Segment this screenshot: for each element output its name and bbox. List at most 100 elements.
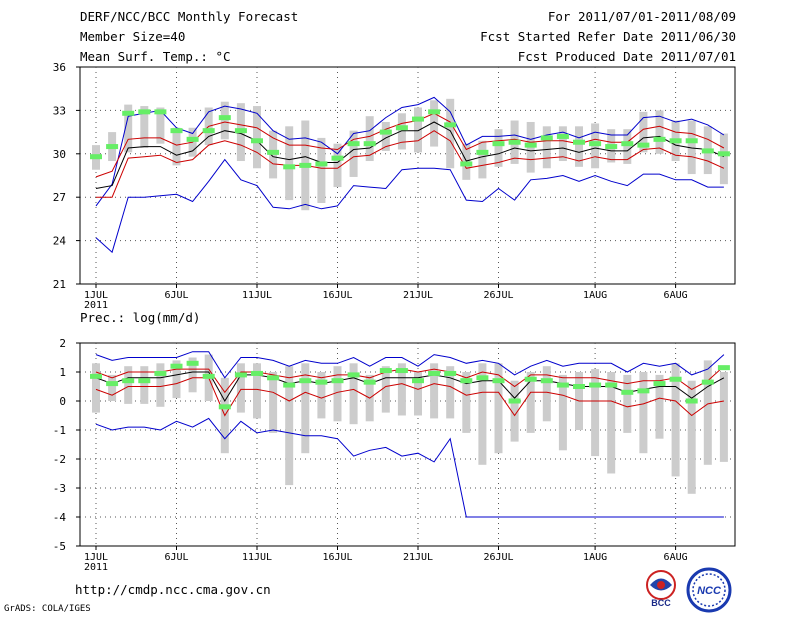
p1-range-box	[285, 126, 294, 201]
source-url[interactable]: http://cmdp.ncc.cma.gov.cn	[75, 582, 271, 597]
header-right: For 2011/07/01-2011/08/09 Fcst Started R…	[480, 8, 736, 68]
p2-range-box	[301, 363, 310, 454]
p2-obs-marker	[540, 378, 553, 384]
p2-obs-marker	[234, 372, 247, 378]
p2-range-box	[253, 363, 261, 419]
p2-range-box	[236, 363, 245, 413]
p2-y-tick-label: 1	[59, 366, 66, 379]
p1-range-box	[639, 111, 648, 153]
p1-range-box	[655, 110, 664, 154]
p2-obs-marker	[444, 370, 457, 376]
header-left: DERF/NCC/BCC Monthly Forecast Member Siz…	[80, 8, 298, 68]
p2-obs-marker	[283, 382, 296, 388]
p2-obs-marker	[90, 373, 102, 379]
p1-obs-marker	[589, 141, 602, 147]
p2-range-box	[510, 380, 519, 442]
p2-range-box	[156, 363, 165, 407]
p1-y-tick-label: 30	[53, 148, 66, 161]
p2-obs-marker	[218, 404, 231, 410]
p1-obs-marker	[218, 115, 231, 121]
p1-range-box	[446, 98, 455, 169]
p2-obs-marker	[717, 365, 730, 371]
p2-y-tick-label: -3	[53, 482, 66, 495]
p1-obs-marker	[637, 142, 650, 148]
p1-range-box	[220, 101, 229, 140]
p2-obs-marker	[395, 368, 408, 374]
p2-x-tick-label: 11JUL	[242, 552, 272, 563]
p1-range-box	[623, 129, 632, 164]
p2-y-tick-label: -4	[53, 511, 67, 524]
p1-x-tick-label: 21JUL	[403, 290, 433, 301]
p2-x-tick-label: 26JUL	[483, 552, 513, 563]
p2-range-box	[478, 363, 487, 465]
p1-range-box	[156, 107, 165, 144]
p1-obs-marker	[540, 135, 553, 141]
p1-obs-marker	[476, 149, 489, 155]
p2-obs-marker	[685, 398, 698, 404]
p2-plot-frame	[79, 342, 736, 547]
p2-obs-marker	[363, 379, 376, 385]
p2-obs-marker	[605, 382, 618, 388]
p2-obs-marker	[106, 381, 119, 387]
p1-range-box	[575, 126, 583, 167]
p1-obs-marker	[122, 110, 135, 116]
ncc-logo: NCC	[686, 567, 732, 613]
p1-range-box	[430, 100, 439, 147]
p2-range-box	[446, 366, 455, 419]
p2-obs-marker	[524, 376, 537, 382]
ncc-logo-text: NCC	[697, 585, 722, 597]
p1-x-tick-label: 1AUG	[583, 290, 607, 301]
p2-obs-marker	[428, 370, 441, 376]
p2-series-max	[95, 351, 725, 379]
p1-obs-marker	[412, 116, 424, 122]
p2-range-box	[140, 366, 149, 404]
p1-range-box	[349, 130, 358, 177]
p2-range-box	[591, 369, 600, 457]
p2-range-box	[655, 374, 664, 439]
p2-obs-marker	[347, 372, 360, 378]
p2-obs-marker	[621, 389, 634, 395]
p2-range-box	[285, 366, 294, 486]
p2-range-box	[542, 366, 551, 422]
p1-obs-marker	[717, 151, 730, 157]
p1-range-box	[317, 137, 326, 203]
p2-obs-marker	[653, 381, 666, 387]
p2-x-tick-label: 21JUL	[403, 552, 433, 563]
p2-range-box	[462, 372, 471, 433]
p2-range-box	[719, 372, 728, 462]
p2-obs-marker	[476, 375, 489, 381]
p2-range-box	[494, 363, 503, 454]
p2-range-box	[333, 366, 342, 422]
member-size: Member Size=40	[80, 29, 186, 44]
p1-obs-marker	[347, 141, 360, 147]
forecast-started: Fcst Started Refer Date 2011/06/30	[480, 29, 736, 44]
p1-obs-marker	[299, 162, 312, 168]
p1-obs-marker	[283, 164, 296, 170]
p2-x-tick-label: 1JUL	[84, 552, 108, 563]
p1-y-tick-label: 36	[53, 61, 66, 74]
p1-range-box	[333, 143, 342, 188]
p2-obs-marker	[701, 379, 714, 385]
p1-obs-marker	[395, 125, 408, 131]
p2-obs-marker	[573, 384, 585, 389]
p1-obs-marker	[202, 128, 215, 134]
p2-series-min	[95, 417, 724, 518]
p2-x-tick-label: 16JUL	[322, 552, 352, 563]
p2-obs-marker	[556, 382, 569, 388]
chart-title: DERF/NCC/BCC Monthly Forecast	[80, 9, 299, 24]
p1-range-box	[124, 104, 133, 153]
p1-x-tick-label: 16JUL	[322, 290, 352, 301]
p1-obs-marker	[138, 109, 151, 115]
bcc-logo-text: BCC	[651, 598, 671, 608]
p1-range-box	[140, 106, 149, 149]
p1-range-box	[253, 106, 261, 169]
p2-range-box	[269, 372, 278, 433]
p1-obs-marker	[186, 136, 199, 142]
p2-obs-marker	[299, 378, 312, 384]
p2-obs-marker	[637, 388, 650, 394]
p1-range-box	[494, 129, 503, 167]
p2-obs-marker	[412, 378, 424, 384]
p1-range-box	[558, 126, 567, 162]
p1-obs-marker	[573, 139, 585, 145]
